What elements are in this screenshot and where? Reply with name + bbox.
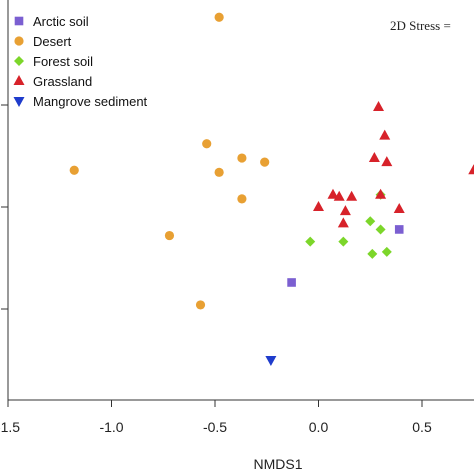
axes: -1.5 -1.0 -0.5 0.0 0.5 — [0, 0, 474, 435]
legend: Arctic soil Desert Forest soil Grassland Man… — [13, 14, 148, 109]
desert-point-0 — [214, 12, 224, 22]
desert-point-4 — [69, 165, 79, 175]
legend-label-desert: Desert — [33, 34, 72, 49]
data-points — [69, 12, 474, 366]
arctic-soil-point-0 — [287, 278, 296, 287]
legend-marker-mangrove-sediment — [13, 97, 25, 107]
desert-point-7 — [164, 230, 175, 241]
desert-point-8 — [195, 300, 206, 310]
stress-annotation: 2D Stress = — [390, 18, 451, 33]
grassland-point-10 — [339, 205, 351, 216]
grassland-point-4 — [468, 164, 474, 175]
legend-marker-grassland — [13, 75, 25, 85]
desert-point-6 — [237, 194, 247, 204]
grassland-point-9 — [313, 201, 324, 211]
desert-point-5 — [214, 167, 224, 177]
forest-soil-point-5 — [381, 246, 392, 257]
grassland-point-5 — [327, 188, 339, 199]
forest-soil-point-2 — [375, 224, 386, 235]
grassland-point-7 — [346, 190, 358, 201]
legend-label-mangrove-sediment: Mangrove sediment — [33, 94, 148, 109]
mangrove-sediment-point-0 — [265, 356, 277, 366]
legend-label-grassland: Grassland — [33, 74, 92, 89]
x-tick-label-0: -1.5 — [0, 419, 20, 435]
grassland-point-11 — [393, 203, 405, 214]
grassland-point-2 — [368, 152, 380, 163]
forest-soil-point-1 — [365, 216, 376, 227]
arctic-soil-point-1 — [394, 225, 404, 234]
grassland-point-1 — [379, 129, 391, 140]
grassland-point-0 — [373, 101, 385, 112]
desert-point-1 — [202, 139, 212, 149]
forest-soil-point-3 — [305, 236, 316, 247]
forest-soil-point-4 — [338, 236, 349, 247]
grassland-point-3 — [381, 156, 393, 167]
grassland-point-8 — [375, 188, 387, 199]
legend-marker-arctic-soil — [14, 16, 24, 26]
x-tick-label-4: 0.5 — [412, 419, 432, 435]
x-tick-label-3: 0.0 — [309, 419, 329, 435]
legend-marker-desert — [14, 36, 24, 46]
grassland-point-12 — [337, 217, 349, 228]
legend-label-forest-soil: Forest soil — [33, 54, 93, 69]
desert-point-2 — [237, 153, 247, 163]
forest-soil-point-6 — [367, 248, 378, 259]
x-tick-label-2: -0.5 — [203, 419, 227, 435]
desert-point-3 — [260, 157, 270, 167]
x-axis-title: NMDS1 — [253, 456, 302, 472]
legend-marker-forest-soil — [14, 56, 24, 66]
legend-label-arctic-soil: Arctic soil — [33, 14, 89, 29]
grassland-point-6 — [333, 190, 345, 201]
x-tick-label-1: -1.0 — [99, 419, 123, 435]
